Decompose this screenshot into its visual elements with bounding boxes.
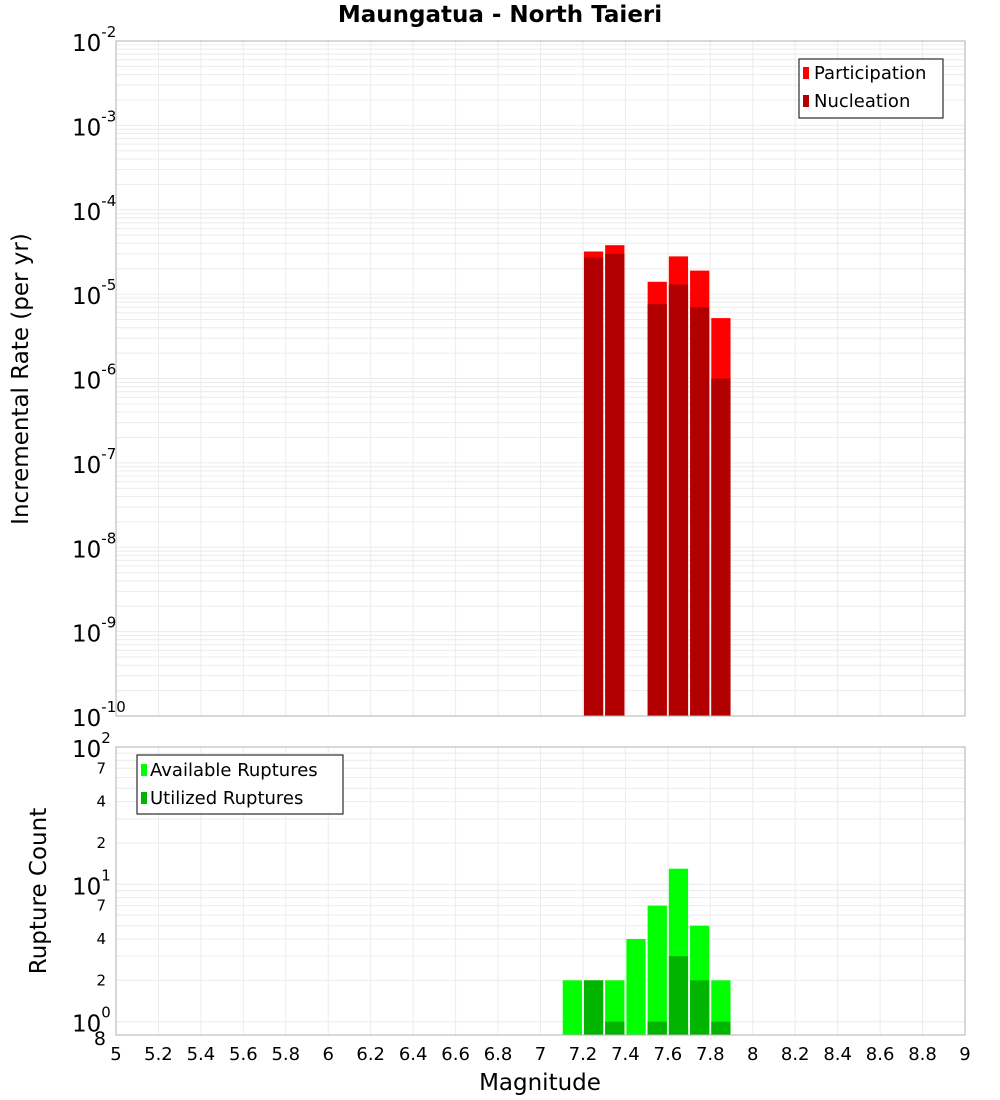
top-y-tick-exponent: -6 xyxy=(101,361,116,379)
legend-label-available: Available Ruptures xyxy=(150,760,318,781)
x-tick-label: 7.4 xyxy=(611,1044,640,1065)
x-tick-label: 6.2 xyxy=(356,1044,385,1065)
top-y-tick-label: 10-4 xyxy=(72,192,116,226)
legend-swatch-available xyxy=(141,764,147,776)
legend-swatch-utilized xyxy=(141,792,147,804)
top-legend: Participation Nucleation xyxy=(798,58,944,119)
bottom-y-minor-tick-label: 7 xyxy=(96,897,106,915)
top-y-tick-exponent: -9 xyxy=(101,614,116,632)
bottom-y-tick-exponent: 0 xyxy=(101,1004,111,1022)
bottom-y-tick-label: 100 xyxy=(72,1004,111,1038)
bottom-bar-utilized-ruptures xyxy=(647,1021,667,1035)
top-legend-box xyxy=(798,58,944,119)
bottom-y-tick-label: 101 xyxy=(72,866,111,900)
legend-swatch-nucleation xyxy=(803,95,809,107)
bottom-bar-available-ruptures xyxy=(647,905,667,1035)
top-y-tick-exponent: -8 xyxy=(101,529,116,547)
top-y-tick-label: 10-8 xyxy=(72,529,116,563)
legend-swatch-participation xyxy=(803,67,809,79)
top-y-tick-label: 10-7 xyxy=(72,445,116,479)
top-y-tick-exponent: -7 xyxy=(101,445,116,463)
x-tick-label: 8.8 xyxy=(908,1044,937,1065)
bottom-y-minor-tick-label: 7 xyxy=(96,759,106,777)
top-y-tick-exponent: -5 xyxy=(101,276,116,294)
bottom-bar-utilized-ruptures xyxy=(605,1021,625,1035)
bottom-y-minor-tick-label: 2 xyxy=(96,971,106,989)
top-y-tick-exponent: -2 xyxy=(101,23,116,41)
bottom-bar-utilized-ruptures xyxy=(668,956,689,1035)
bottom-y-tick-exponent: 2 xyxy=(101,729,111,747)
x-tick-label: 6.4 xyxy=(399,1044,428,1065)
x-tick-label: 8 xyxy=(747,1044,758,1065)
top-plot-border xyxy=(115,40,966,717)
bottom-bar-available-ruptures xyxy=(626,939,646,1035)
x-tick-label: 5.4 xyxy=(187,1044,216,1065)
bottom-bar-utilized-ruptures xyxy=(690,980,710,1035)
chart-title: Maungatua - North Taieri xyxy=(337,2,663,28)
top-y-tick-label: 10-2 xyxy=(72,23,116,57)
x-tick-labels: 5 5.2 5.4 5.6 5.8 6 6.2 6.4 6.6 6.8 7 7.2 7.4 7.6 7.8 8… xyxy=(110,1044,970,1065)
bottom-legend: Available Ruptures Utilized Ruptures xyxy=(136,754,344,815)
bottom-y-tick-label: 102 xyxy=(72,729,111,763)
bottom-legend-box xyxy=(136,754,344,815)
legend-label-participation: Participation xyxy=(814,63,926,84)
top-bars xyxy=(583,245,731,716)
top-y-axis-label: Incremental Rate (per yr) xyxy=(8,233,34,525)
x-tick-label: 8.6 xyxy=(866,1044,895,1065)
x-tick-label: 5 xyxy=(110,1044,121,1065)
top-y-tick-exponent: -10 xyxy=(101,698,126,716)
bottom-y-minor-tick-label: 8 xyxy=(94,1028,106,1050)
top-y-tick-label: 10-9 xyxy=(72,614,116,648)
top-bar-nucleation xyxy=(583,257,604,716)
top-y-tick-label: 10-10 xyxy=(72,698,126,732)
top-y-tick-exponent: -3 xyxy=(101,107,116,125)
top-bar-nucleation xyxy=(668,284,689,716)
bottom-bar-available-ruptures xyxy=(605,980,625,1035)
top-bar-nucleation xyxy=(605,253,625,716)
bottom-bar-utilized-ruptures xyxy=(583,980,604,1035)
x-axis-label: Magnitude xyxy=(479,1070,601,1096)
x-tick-label: 7.2 xyxy=(569,1044,598,1065)
bottom-bar-available-ruptures xyxy=(562,980,582,1035)
bottom-y-minor-tick-label: 4 xyxy=(96,793,106,811)
x-tick-label: 8.2 xyxy=(781,1044,810,1065)
x-tick-label: 5.6 xyxy=(229,1044,258,1065)
x-tick-label: 6 xyxy=(323,1044,334,1065)
bottom-bar-available-ruptures xyxy=(711,980,731,1035)
top-y-tick-label: 10-3 xyxy=(72,107,116,141)
x-tick-label: 5.2 xyxy=(144,1044,173,1065)
top-y-tick-labels: 10-10 10-9 10-8 10-7 10-6 10-5 10-4 10-3 10-2 xyxy=(72,23,126,732)
top-y-tick-exponent: -4 xyxy=(101,192,116,210)
bottom-plot-border xyxy=(115,746,966,1036)
top-y-tick-label: 10-5 xyxy=(72,276,116,310)
x-tick-label: 6.6 xyxy=(441,1044,470,1065)
top-bar-nucleation xyxy=(647,304,667,716)
x-tick-label: 9 xyxy=(959,1044,970,1065)
top-y-tick-label: 10-6 xyxy=(72,361,116,395)
bottom-bar-utilized-ruptures xyxy=(711,1021,731,1035)
x-tick-label: 7 xyxy=(535,1044,546,1065)
legend-label-nucleation: Nucleation xyxy=(814,91,910,112)
bottom-bars xyxy=(562,868,731,1035)
x-tick-label: 8.4 xyxy=(823,1044,852,1065)
top-bar-nucleation xyxy=(711,378,731,716)
top-bar-nucleation xyxy=(690,307,710,716)
x-tick-label: 5.8 xyxy=(271,1044,300,1065)
bottom-y-tick-exponent: 1 xyxy=(101,866,111,884)
x-tick-label: 7.8 xyxy=(696,1044,725,1065)
x-tick-label: 7.6 xyxy=(654,1044,683,1065)
bottom-y-axis-label: Rupture Count xyxy=(26,808,52,974)
legend-label-utilized: Utilized Ruptures xyxy=(150,788,303,809)
top-gridlines xyxy=(115,41,966,717)
bottom-y-minor-tick-label: 4 xyxy=(96,930,106,948)
x-tick-label: 6.8 xyxy=(484,1044,513,1065)
bottom-y-minor-tick-label: 2 xyxy=(96,834,106,852)
